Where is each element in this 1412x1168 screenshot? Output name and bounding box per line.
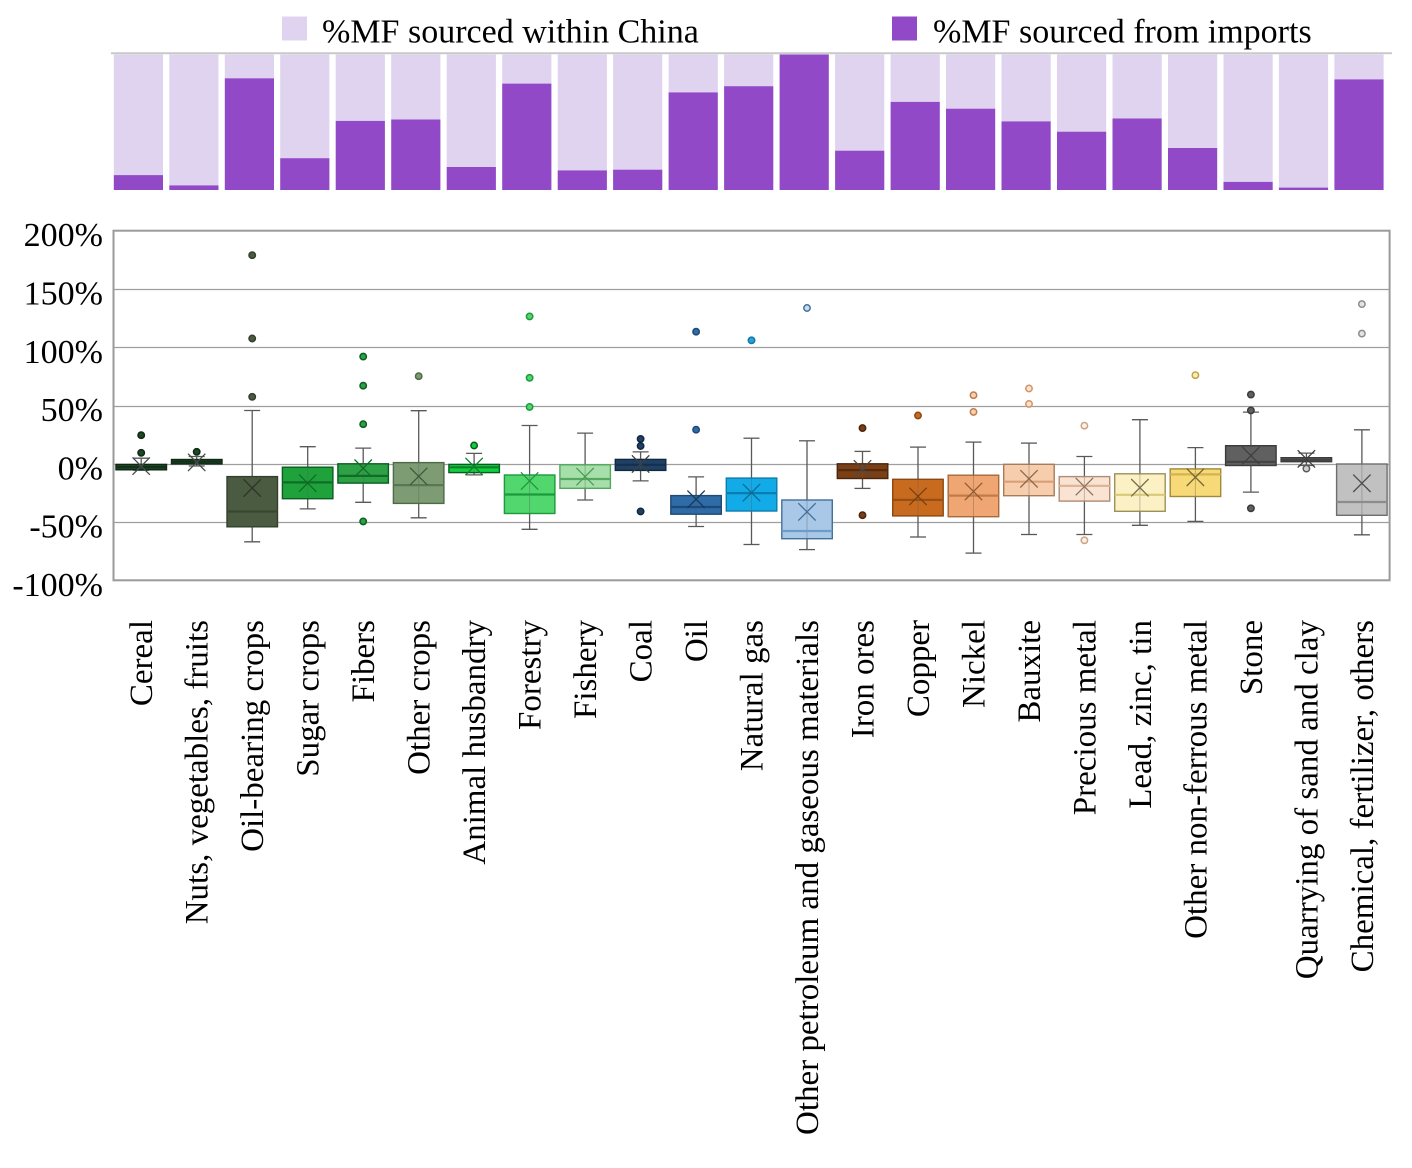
svg-text:Copper: Copper xyxy=(901,620,937,717)
svg-text:-100%: -100% xyxy=(12,567,103,604)
svg-text:Stone: Stone xyxy=(1234,620,1270,695)
svg-text:Coal: Coal xyxy=(624,620,660,682)
svg-text:Chemical, fertilizer, others: Chemical, fertilizer, others xyxy=(1345,620,1381,972)
svg-text:Oil-bearing crops: Oil-bearing crops xyxy=(235,620,271,852)
svg-text:150%: 150% xyxy=(24,276,103,313)
svg-text:Iron ores: Iron ores xyxy=(846,620,882,738)
svg-text:Oil: Oil xyxy=(679,620,715,662)
svg-text:Quarrying of sand and clay: Quarrying of sand and clay xyxy=(1289,620,1325,980)
svg-text:200%: 200% xyxy=(24,217,103,254)
svg-text:Bauxite: Bauxite xyxy=(1012,620,1048,723)
svg-text:Animal husbandry: Animal husbandry xyxy=(457,620,493,865)
svg-text:Other crops: Other crops xyxy=(402,620,438,775)
svg-text:%MF sourced within China: %MF sourced within China xyxy=(322,14,699,51)
svg-text:Other non-ferrous metal: Other non-ferrous metal xyxy=(1178,620,1214,939)
svg-text:Natural gas: Natural gas xyxy=(735,620,771,771)
svg-text:Cereal: Cereal xyxy=(124,620,160,706)
svg-text:Fishery: Fishery xyxy=(568,620,604,720)
svg-text:Nickel: Nickel xyxy=(957,620,993,708)
svg-text:Other petroleum and gaseous ma: Other petroleum and gaseous materials xyxy=(790,620,826,1135)
svg-text:0%: 0% xyxy=(58,450,103,487)
svg-text:50%: 50% xyxy=(41,392,103,429)
svg-text:Nuts, vegetables, fruits: Nuts, vegetables, fruits xyxy=(180,620,216,924)
svg-text:Fibers: Fibers xyxy=(346,620,382,703)
svg-text:Sugar crops: Sugar crops xyxy=(291,620,327,777)
svg-text:-50%: -50% xyxy=(29,509,103,546)
svg-text:Precious metal: Precious metal xyxy=(1067,620,1103,815)
svg-text:Forestry: Forestry xyxy=(513,620,549,730)
svg-text:%MF sourced from imports: %MF sourced from imports xyxy=(933,14,1312,51)
svg-text:100%: 100% xyxy=(24,334,103,371)
svg-text:Lead, zinc, tin: Lead, zinc, tin xyxy=(1123,620,1159,809)
